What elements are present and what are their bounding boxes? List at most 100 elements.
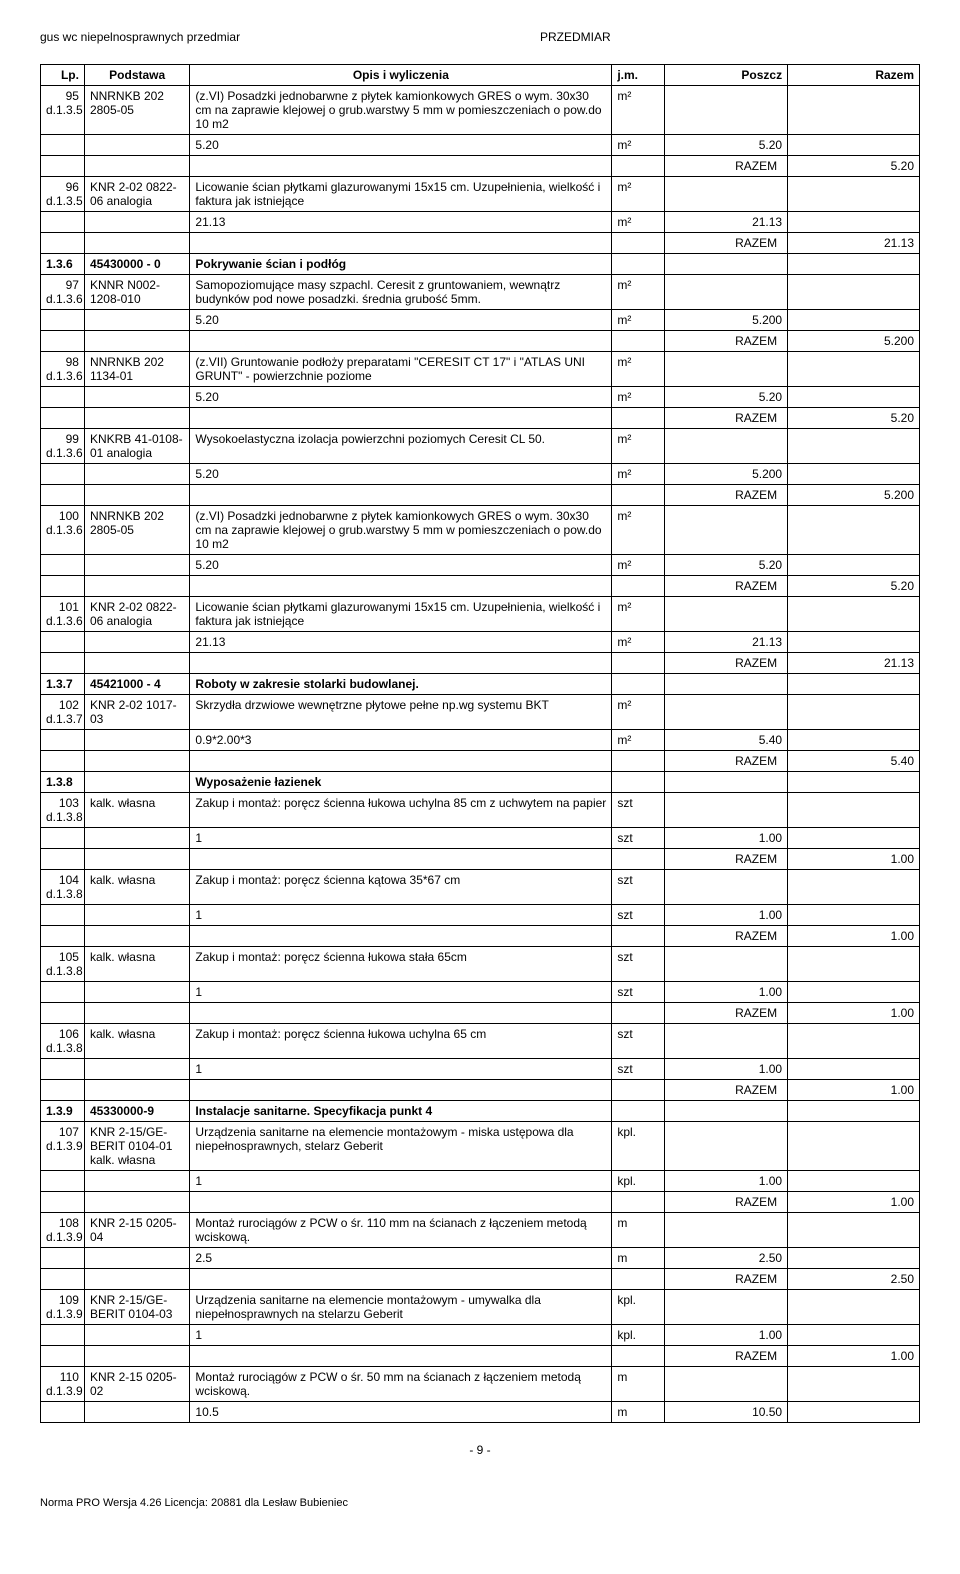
cell-jm: m²	[612, 177, 665, 212]
table-row: 102 d.1.3.7KNR 2-02 1017-03Skrzydła drzw…	[41, 695, 920, 730]
cell-poszcz: 1.00	[665, 1171, 788, 1192]
cell-razem	[788, 275, 920, 310]
cell-poszcz: 1.00	[665, 982, 788, 1003]
cell-opis: Licowanie ścian płytkami glazurowanymi 1…	[190, 597, 612, 632]
cell-poszcz	[665, 86, 788, 135]
cell-opis: (z.VI) Posadzki jednobarwne z płytek kam…	[190, 86, 612, 135]
cell-podstawa: KNR 2-02 0822-06 analogia	[84, 597, 189, 632]
cell-podstawa	[84, 905, 189, 926]
table-row: 1szt1.00	[41, 905, 920, 926]
cell-empty	[41, 751, 85, 772]
cell-empty	[190, 156, 612, 177]
cell-razem	[788, 352, 920, 387]
cell-lp: 97 d.1.3.6	[41, 275, 85, 310]
razem-label: RAZEM	[665, 1080, 788, 1101]
cell-razem	[788, 1059, 920, 1080]
cell-razem	[788, 310, 920, 331]
cell-lp: 98 d.1.3.6	[41, 352, 85, 387]
cell-opis: 5.20	[190, 135, 612, 156]
table-row: 97 d.1.3.6KNNR N002-1208-010Samopoziomuj…	[41, 275, 920, 310]
cell-empty	[41, 408, 85, 429]
cell-opis: Zakup i montaż: poręcz ścienna łukowa st…	[190, 947, 612, 982]
cell-podstawa	[84, 1171, 189, 1192]
cell-podstawa: KNR 2-15/GE-BERIT 0104-03	[84, 1290, 189, 1325]
table-row: 21.13m²21.13	[41, 632, 920, 653]
table-row: 96 d.1.3.5KNR 2-02 0822-06 analogiaLicow…	[41, 177, 920, 212]
table-row: 105 d.1.3.8kalk. własnaZakup i montaż: p…	[41, 947, 920, 982]
cell-empty	[190, 331, 612, 352]
cell-podstawa	[84, 982, 189, 1003]
section-opis: Roboty w zakresie stolarki budowlanej.	[190, 674, 612, 695]
razem-value: 5.200	[788, 331, 920, 352]
cell-razem	[788, 632, 920, 653]
razem-value: 1.00	[788, 926, 920, 947]
cell-empty	[190, 1346, 612, 1367]
cell-lp: 103 d.1.3.8	[41, 793, 85, 828]
cell-empty	[41, 1080, 85, 1101]
cell-opis: Montaż rurociągów z PCW o śr. 50 mm na ś…	[190, 1367, 612, 1402]
table-row: 99 d.1.3.6KNKRB 41-0108-01 analogiaWysok…	[41, 429, 920, 464]
razem-value: 5.40	[788, 751, 920, 772]
cell-poszcz	[665, 429, 788, 464]
cell-empty	[612, 254, 665, 275]
cell-lp	[41, 982, 85, 1003]
cell-podstawa	[84, 310, 189, 331]
col-header-lp: Lp.	[41, 65, 85, 86]
cell-poszcz: 21.13	[665, 212, 788, 233]
cell-opis: Zakup i montaż: poręcz ścienna kątowa 35…	[190, 870, 612, 905]
table-row: RAZEM5.40	[41, 751, 920, 772]
cell-podstawa	[84, 1325, 189, 1346]
cell-jm: kpl.	[612, 1325, 665, 1346]
razem-label: RAZEM	[665, 751, 788, 772]
section-lp: 1.3.8	[41, 772, 85, 793]
cell-poszcz: 10.50	[665, 1402, 788, 1423]
cell-jm: szt	[612, 1024, 665, 1059]
razem-label: RAZEM	[665, 1346, 788, 1367]
table-row: 1.3.745421000 - 4Roboty w zakresie stola…	[41, 674, 920, 695]
cell-poszcz: 5.20	[665, 387, 788, 408]
cell-lp: 108 d.1.3.9	[41, 1213, 85, 1248]
cell-razem	[788, 1325, 920, 1346]
cell-opis: 2.5	[190, 1248, 612, 1269]
cell-opis: Wysokoelastyczna izolacja powierzchni po…	[190, 429, 612, 464]
cell-empty	[84, 485, 189, 506]
table-row: 1szt1.00	[41, 1059, 920, 1080]
cell-empty	[41, 1192, 85, 1213]
cell-jm: m	[612, 1402, 665, 1423]
cell-opis: 1	[190, 1059, 612, 1080]
section-podstawa	[84, 772, 189, 793]
cell-podstawa: NNRNKB 202 2805-05	[84, 506, 189, 555]
table-row: RAZEM5.20	[41, 408, 920, 429]
cell-lp	[41, 464, 85, 485]
cell-empty	[665, 1101, 788, 1122]
cell-razem	[788, 387, 920, 408]
cell-empty	[190, 408, 612, 429]
cell-empty	[612, 1080, 665, 1101]
cell-podstawa: NNRNKB 202 2805-05	[84, 86, 189, 135]
cell-poszcz	[665, 506, 788, 555]
cell-podstawa: KNR 2-15/GE-BERIT 0104-01 kalk. własna	[84, 1122, 189, 1171]
cell-razem	[788, 695, 920, 730]
table-row: 103 d.1.3.8kalk. własnaZakup i montaż: p…	[41, 793, 920, 828]
cell-opis: 21.13	[190, 632, 612, 653]
cell-opis: Zakup i montaż: poręcz ścienna łukowa uc…	[190, 1024, 612, 1059]
cell-empty	[665, 254, 788, 275]
cell-empty	[612, 156, 665, 177]
cell-podstawa	[84, 212, 189, 233]
table-row: 1.3.945330000-9Instalacje sanitarne. Spe…	[41, 1101, 920, 1122]
cell-opis: 1	[190, 1325, 612, 1346]
cell-jm: m²	[612, 275, 665, 310]
cell-razem	[788, 1367, 920, 1402]
col-header-poszcz: Poszcz	[665, 65, 788, 86]
razem-label: RAZEM	[665, 331, 788, 352]
table-row: RAZEM1.00	[41, 849, 920, 870]
cell-empty	[612, 751, 665, 772]
cell-razem	[788, 828, 920, 849]
cell-empty	[41, 653, 85, 674]
cell-empty	[612, 674, 665, 695]
cell-poszcz: 1.00	[665, 905, 788, 926]
page-header: gus wc niepelnosprawnych przedmiar PRZED…	[40, 30, 920, 44]
table-row: 2.5m2.50	[41, 1248, 920, 1269]
cell-opis: (z.VI) Posadzki jednobarwne z płytek kam…	[190, 506, 612, 555]
cell-empty	[84, 233, 189, 254]
